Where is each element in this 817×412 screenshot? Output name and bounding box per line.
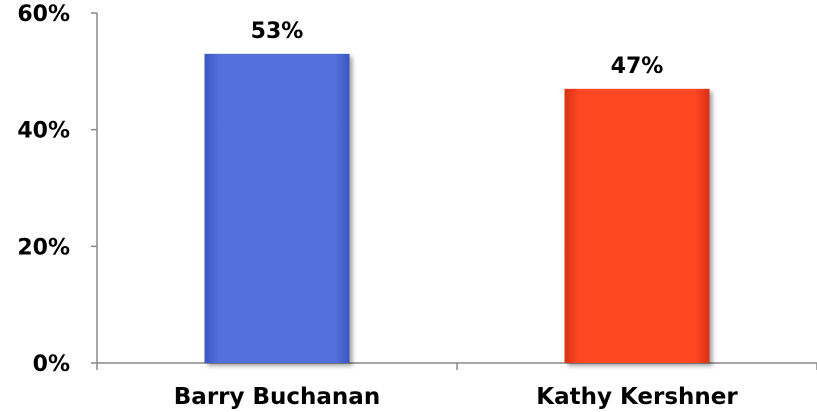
category-label: Barry Buchanan — [174, 384, 380, 410]
bar-1 — [204, 53, 350, 363]
bars — [204, 53, 710, 363]
y-tick-label: 0% — [33, 352, 70, 377]
data-label: 53% — [251, 19, 304, 44]
category-label: Kathy Kershner — [536, 384, 738, 410]
bar-2 — [564, 88, 710, 363]
labels: 0% 20% 40% 60% 53% Barry Buchanan 47% Kathy Ker… — [17, 2, 738, 410]
y-tick-label: 60% — [17, 2, 70, 27]
y-tick-label: 20% — [17, 235, 70, 260]
data-label: 47% — [611, 54, 664, 79]
y-tick-label: 40% — [17, 119, 70, 144]
